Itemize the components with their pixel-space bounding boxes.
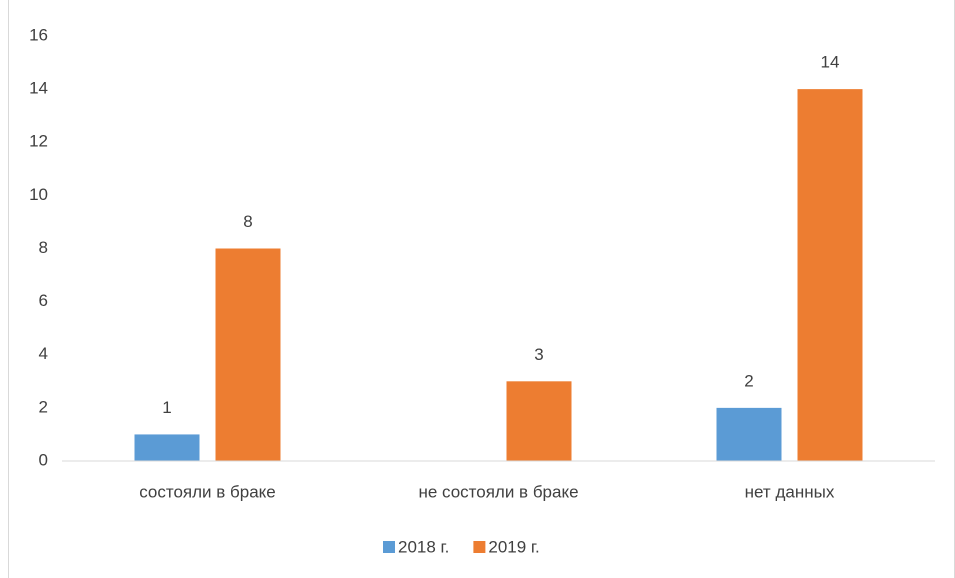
legend-swatch [473,541,486,553]
y-tick-label: 16 [29,25,48,44]
x-tick-label: состояли в браке [139,482,276,501]
legend-label: 2019 г. [488,537,539,556]
data-label: 2 [744,371,753,390]
y-tick-label: 12 [29,132,48,151]
x-tick-label: не состояли в браке [418,482,578,501]
y-tick-label: 4 [39,344,48,363]
legend-label: 2018 г. [398,537,449,556]
y-tick-label: 2 [39,397,48,416]
bar [797,89,863,461]
x-tick-label: нет данных [745,482,835,501]
y-tick-label: 10 [29,185,48,204]
chart-frame [8,0,955,578]
bar [134,434,200,461]
data-label: 8 [243,212,252,231]
legend-swatch [383,541,395,553]
data-label: 1 [162,398,171,417]
bar [215,248,281,461]
y-tick-label: 0 [39,450,48,469]
bar [716,407,782,461]
y-tick-label: 14 [29,79,48,98]
bar [506,381,572,461]
y-tick-label: 8 [39,238,48,257]
data-label: 3 [534,345,543,364]
data-label: 14 [821,53,840,72]
y-tick-label: 6 [39,291,48,310]
